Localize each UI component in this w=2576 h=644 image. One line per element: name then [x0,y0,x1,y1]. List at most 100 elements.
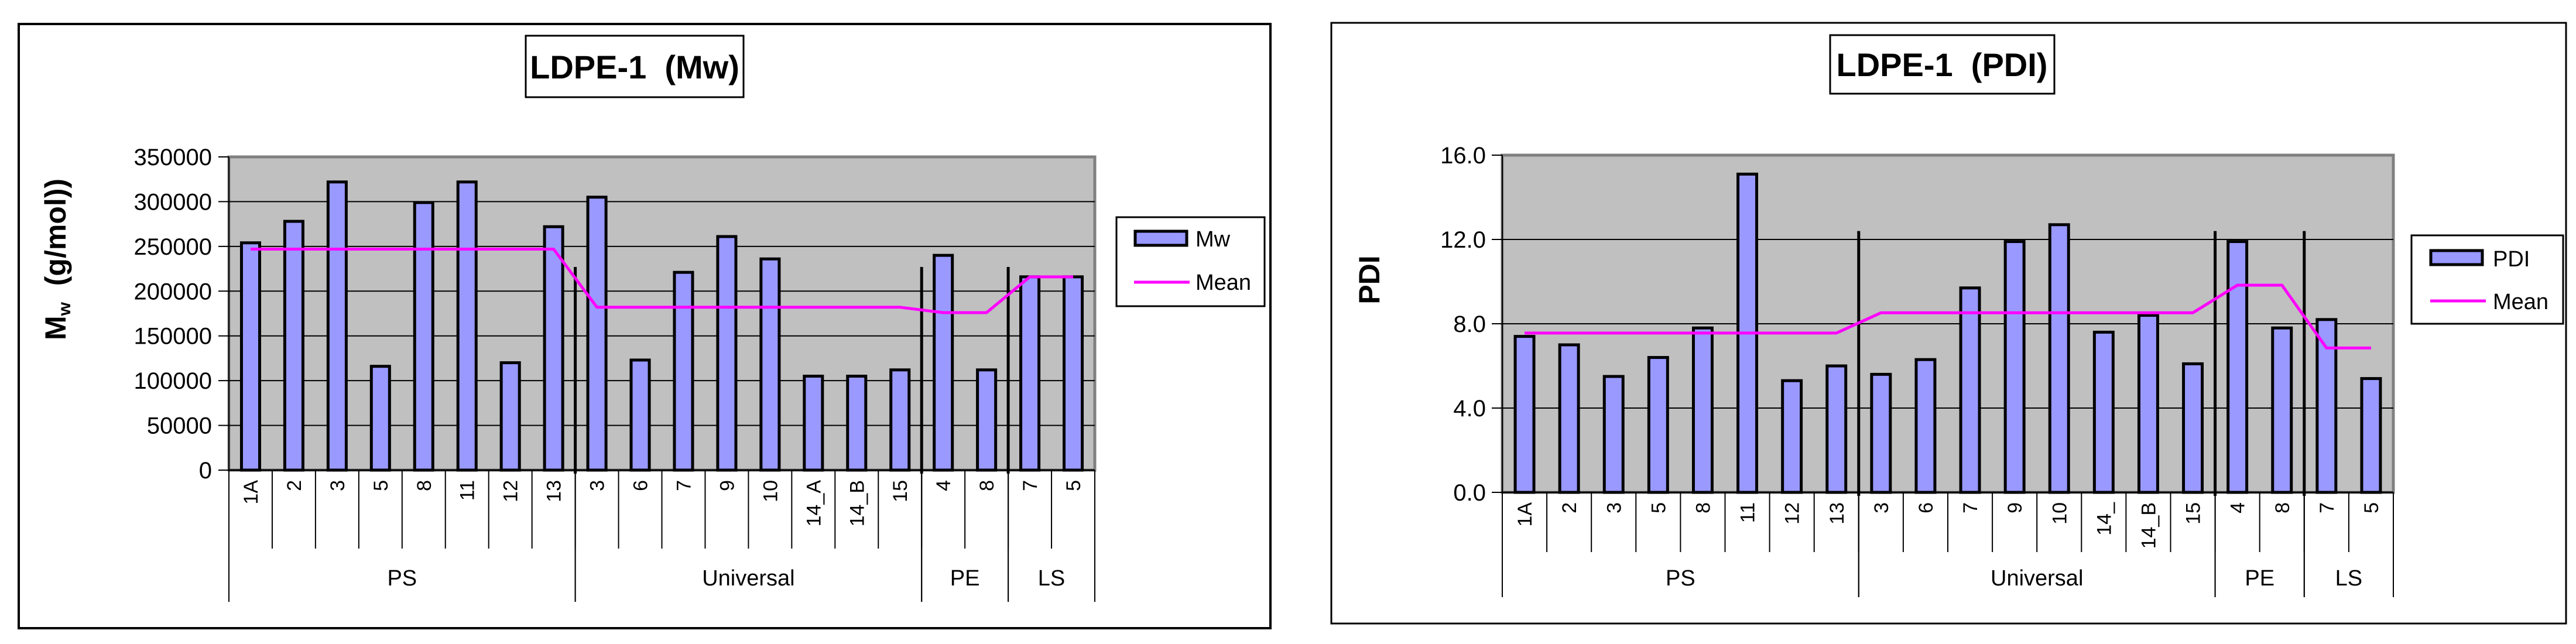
bar [543,225,564,472]
y-tick-label: 4.0 [1453,396,1486,422]
group-label: LS [2335,566,2362,591]
bar [716,235,738,472]
x-tick-label: 2 [283,480,306,491]
x-tick-label: 3 [1871,502,1893,513]
chart-title: LDPE-1 (Mw) [530,49,739,85]
legend: Mw Mean [1115,216,1266,307]
bar [976,368,998,472]
x-tick-label: 15 [2183,502,2205,525]
x-tick-label: 4 [933,480,955,491]
y-axis-title-sub: w [55,302,74,316]
legend-swatch-bar [1133,229,1188,247]
y-tick-label: 350000 [134,145,212,170]
bar [369,365,391,472]
x-tick-label: 8 [413,480,436,491]
x-tick-label: 7 [2316,502,2338,513]
y-axis-title-rest: (g/mol)) [39,179,72,302]
x-tick-label: 13 [543,480,566,502]
bar [846,375,868,472]
bar [803,375,824,472]
x-tick-label: 3 [587,480,609,491]
bar [2360,377,2382,494]
bar [2182,362,2204,494]
x-tick-label: 7 [1960,502,1982,513]
x-tick-label: 7 [1019,480,1042,491]
x-tick-label: 11 [1737,502,1759,523]
chart-mw: LDPE-1 (Mw) Mw (g/mol)) 0 50000 100000 1500… [18,23,1272,629]
x-tick-label: 5 [370,480,392,491]
x-tick-label: 6 [630,480,652,491]
legend-swatch-bar [2429,249,2484,266]
legend-label-bar: PDI [2493,247,2530,272]
title-box [525,35,745,98]
x-tick-label: 9 [716,480,738,491]
bar [2137,314,2159,494]
x-tick-label: 12 [500,480,522,502]
x-tick-label: 1A [1514,502,1536,527]
y-axis-title: PDI [1353,255,1386,304]
group-label: Universal [702,566,794,591]
chart-pdi: LDPE-1 (PDI) PDI 0.0 4.0 8.0 12.0 16.0 1A 2 3 5 8… [1330,22,2567,625]
bar [673,270,694,472]
bar [283,220,304,472]
x-tick-label: 8 [1692,502,1714,513]
mean-line [250,247,1074,314]
x-tick-label: 4 [2227,502,2249,513]
bar [1062,275,1084,472]
x-tick-label: 14_A [803,480,825,527]
bar [456,180,478,472]
y-tick-label: 150000 [134,324,212,350]
x-tick-label: 9 [2004,502,2026,513]
bar [1019,275,1041,472]
group-label: PS [387,566,417,591]
y-tick-label: 8.0 [1453,311,1486,337]
legend-label-line: Mean [2493,290,2548,314]
bar [1825,364,1848,494]
x-tick-label: 8 [976,480,998,491]
bar [1558,343,1580,494]
x-tick-label: 14_ [2093,502,2115,536]
x-tick-label: 14_B [846,480,868,526]
bar [2226,240,2249,494]
x-tick-label: 5 [1647,502,1670,513]
x-tick-label: 5 [1063,480,1085,491]
bar [2271,326,2293,494]
group-label: PE [2245,566,2274,591]
bar [933,254,954,472]
x-tick-label: 15 [889,480,912,502]
bar [1914,358,1937,494]
bar [1647,356,1669,494]
bar [1870,372,1892,494]
legend-label-bar: Mw [1195,227,1231,252]
title-box [1829,34,2056,95]
y-tick-label: 0.0 [1453,480,1486,506]
group-label: PE [950,566,980,591]
bar [889,368,911,472]
bar [413,201,434,472]
x-tick-label: 1A [240,480,262,505]
x-tick-label: 11 [457,480,479,501]
x-tick-label: 14_B [2137,502,2160,549]
bar [1602,375,1625,494]
bar [1513,335,1536,494]
bar [2003,240,2026,494]
bar [2092,330,2115,494]
bar [1781,379,1803,494]
plot-area: 0 50000 100000 150000 200000 250000 300000 3500… [134,145,1097,602]
x-tick-label: 6 [1915,502,1937,513]
bar [1959,286,1981,494]
x-tick-label: 10 [2049,502,2071,525]
y-axis-title: Mw (g/mol)) [39,179,74,340]
x-tick-label: 8 [2272,502,2294,513]
y-tick-label: 200000 [134,279,212,304]
x-tick-label: 7 [673,480,695,491]
y-tick-label: 12.0 [1440,227,1486,253]
bar [2048,223,2070,494]
bar [629,358,651,472]
y-tick-label: 50000 [147,413,212,439]
x-tick-label: 2 [1558,502,1581,513]
y-axis-title-main: M [39,316,72,340]
bar [586,196,608,472]
bar [239,241,262,472]
